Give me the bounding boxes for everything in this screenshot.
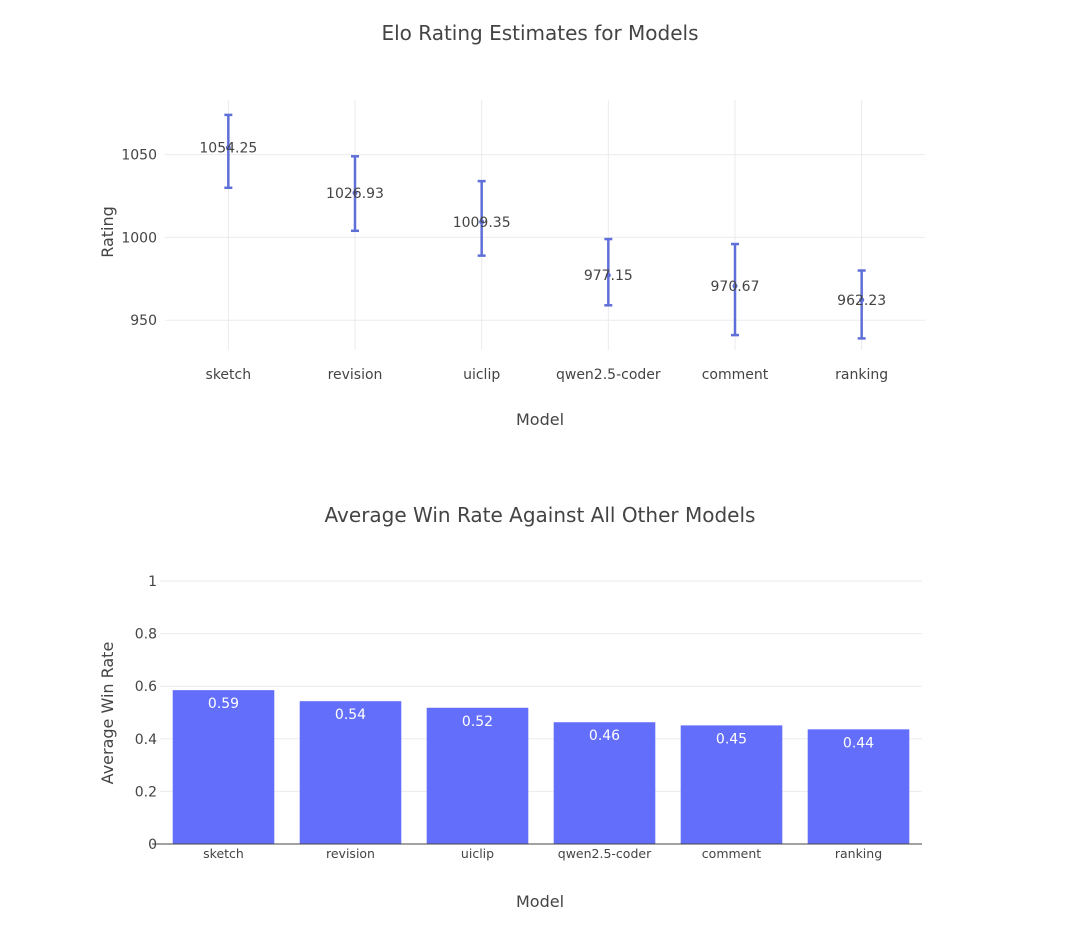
win-value-label-revision: 0.54 bbox=[335, 707, 366, 723]
win-rate-y-axis-title: Average Win Rate bbox=[98, 642, 117, 785]
elo-point-revision bbox=[352, 190, 358, 196]
elo-y-tick-label: 1000 bbox=[121, 230, 157, 246]
win-x-tick-ranking: ranking bbox=[835, 846, 882, 861]
win-value-label-qwen2-5-coder: 0.46 bbox=[589, 728, 620, 744]
win-y-tick-label: 0.8 bbox=[135, 627, 157, 643]
win-rate-x-ticks: sketch revision uiclip qwen2.5-coder comment… bbox=[203, 846, 882, 861]
win-bar-uiclip bbox=[426, 707, 529, 844]
elo-errorbar-qwen2-5-coder: 977.15 bbox=[584, 237, 633, 307]
win-rate-y-ticks: 0 0.2 0.4 0.6 0.8 1 bbox=[135, 574, 160, 853]
win-y-tick-label: 0.2 bbox=[135, 784, 157, 800]
win-rate-chart-title: Average Win Rate Against All Other Model… bbox=[325, 503, 756, 527]
win-rate-bars: 0.59 0.54 0.52 0.46 0.45 0.44 bbox=[172, 690, 910, 844]
elo-x-tick-uiclip: uiclip bbox=[463, 367, 500, 383]
elo-y-ticks: 950 1000 1050 bbox=[121, 148, 157, 330]
win-bar-qwen2-5-coder bbox=[553, 722, 656, 844]
win-y-tick-label: 1 bbox=[148, 574, 157, 590]
elo-chart-title: Elo Rating Estimates for Models bbox=[381, 21, 698, 45]
elo-value-label-uiclip: 1009.35 bbox=[453, 215, 511, 231]
win-bar-revision bbox=[299, 701, 402, 844]
win-y-tick-label: 0 bbox=[148, 837, 157, 853]
elo-x-tick-comment: comment bbox=[702, 367, 769, 383]
elo-x-tick-sketch: sketch bbox=[206, 367, 252, 383]
win-value-label-ranking: 0.44 bbox=[843, 735, 874, 751]
elo-x-axis-title: Model bbox=[516, 410, 564, 429]
elo-value-label-comment: 970.67 bbox=[711, 279, 760, 295]
elo-gridlines bbox=[165, 100, 925, 350]
elo-errorbar-uiclip: 1009.35 bbox=[453, 179, 511, 257]
elo-x-tick-qwen2-5-coder: qwen2.5-coder bbox=[556, 367, 661, 383]
win-value-label-comment: 0.45 bbox=[716, 731, 747, 747]
elo-point-comment bbox=[732, 283, 738, 289]
elo-y-tick-label: 1050 bbox=[121, 148, 157, 164]
win-bar-sketch bbox=[172, 690, 275, 844]
elo-y-tick-label: 950 bbox=[130, 313, 157, 329]
win-bar-comment bbox=[680, 725, 783, 844]
elo-marks: 1054.25 1026.93 1009.35 977.15 970.67 962.23 bbox=[199, 113, 886, 340]
elo-point-qwen2-5-coder bbox=[605, 272, 611, 278]
win-y-tick-label: 0.6 bbox=[135, 679, 157, 695]
win-rate-x-axis-title: Model bbox=[516, 892, 564, 911]
elo-value-label-sketch: 1054.25 bbox=[199, 141, 257, 157]
win-x-tick-sketch: sketch bbox=[203, 846, 244, 861]
elo-errorbar-ranking: 962.23 bbox=[837, 269, 886, 340]
elo-x-tick-revision: revision bbox=[328, 367, 383, 383]
elo-errorbar-revision: 1026.93 bbox=[326, 155, 384, 233]
elo-value-label-qwen2-5-coder: 977.15 bbox=[584, 268, 633, 284]
elo-point-ranking bbox=[859, 297, 865, 303]
win-x-tick-qwen2-5-coder: qwen2.5-coder bbox=[558, 846, 652, 861]
win-value-label-uiclip: 0.52 bbox=[462, 714, 493, 730]
win-x-tick-uiclip: uiclip bbox=[461, 846, 494, 861]
elo-y-axis-title: Rating bbox=[98, 206, 117, 258]
win-rate-gridlines bbox=[160, 580, 922, 792]
elo-value-label-revision: 1026.93 bbox=[326, 186, 384, 202]
elo-errorbar-sketch: 1054.25 bbox=[199, 113, 257, 189]
elo-errorbar-comment: 970.67 bbox=[711, 242, 760, 337]
elo-chart: Elo Rating Estimates for Models 950 1000 1… bbox=[98, 21, 925, 429]
win-x-tick-comment: comment bbox=[702, 846, 761, 861]
win-y-tick-label: 0.4 bbox=[135, 732, 157, 748]
elo-x-tick-ranking: ranking bbox=[835, 367, 888, 383]
elo-point-uiclip bbox=[479, 219, 485, 225]
win-bar-ranking bbox=[807, 729, 910, 844]
elo-x-ticks: sketch revision uiclip qwen2.5-coder comment… bbox=[206, 367, 889, 383]
elo-point-sketch bbox=[225, 145, 231, 151]
win-x-tick-revision: revision bbox=[326, 846, 375, 861]
win-value-label-sketch: 0.59 bbox=[208, 696, 239, 712]
elo-value-label-ranking: 962.23 bbox=[837, 293, 886, 309]
win-rate-chart: Average Win Rate Against All Other Model… bbox=[98, 503, 922, 911]
